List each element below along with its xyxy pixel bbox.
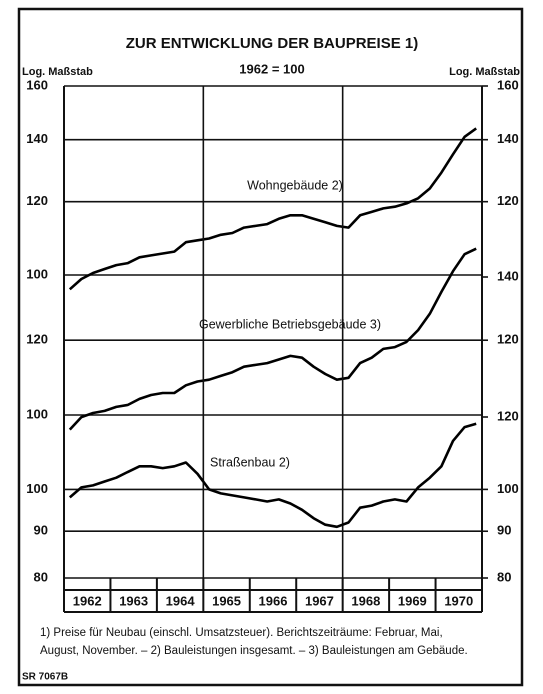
series-label: Wohngebäude 2) [247,178,343,192]
y-tick-label: 100 [26,481,48,496]
series-label: Straßenbau 2) [210,455,290,469]
y2-tick-label: 120 [497,408,519,423]
subtitle: 1962 = 100 [239,61,304,76]
series-line [68,422,477,529]
source: SR 7067B [22,672,68,683]
y-tick-label: 80 [34,569,48,584]
series-label: Gewerbliche Betriebsgebäude 3) [199,317,381,331]
frame [17,7,524,687]
x-tick-label: 1966 [259,593,288,608]
x-tick-label: 1970 [444,593,473,608]
y2-tick-label: 90 [497,523,511,538]
x-tick-label: 1965 [212,593,241,608]
chart-title: ZUR ENTWICKLUNG DER BAUPREISE 1) [126,35,419,52]
footnote: 1) Preise für Neubau (einschl. Umsatzste… [40,627,443,639]
footnote: August, November. – 2) Bauleistungen ins… [40,645,468,657]
y2-tick-label: 140 [497,131,519,146]
y-tick-label: 100 [26,266,48,281]
y2-tick-label: 100 [497,481,519,496]
scale-label-left: Log. Maßstab [22,66,93,78]
y-tick-label: 140 [26,131,48,146]
series-line [68,247,477,431]
y-tick-label: 100 [26,406,48,421]
x-tick-label: 1968 [351,593,380,608]
y2-tick-label: 80 [497,569,511,584]
x-tick-label: 1963 [119,593,148,608]
y2-tick-label: 160 [497,77,519,92]
x-tick-label: 1964 [166,593,196,608]
x-tick-label: 1967 [305,593,334,608]
y-tick-label: 90 [34,523,48,538]
x-tick-label: 1969 [398,593,427,608]
y2-tick-label: 120 [497,332,519,347]
y-tick-label: 160 [26,77,48,92]
y2-tick-label: 120 [497,193,519,208]
y-tick-label: 120 [26,193,48,208]
x-tick-label: 1962 [73,593,102,608]
scale-label-right: Log. Maßstab [449,66,520,78]
y2-tick-label: 140 [497,268,519,283]
series-line [68,127,477,291]
y-tick-label: 120 [26,332,48,347]
